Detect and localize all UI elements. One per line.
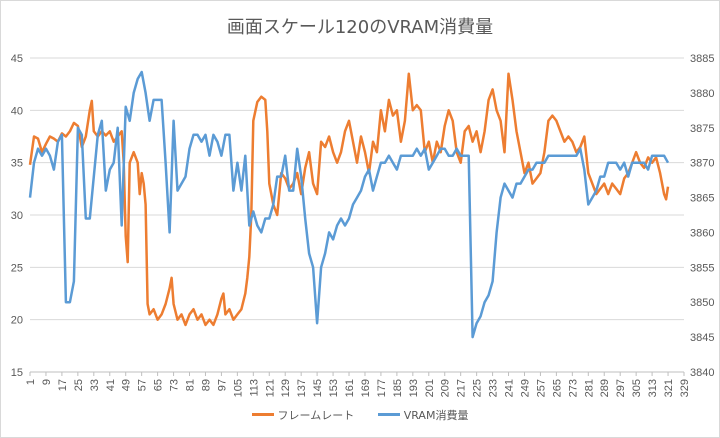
x-tick-label: 233	[488, 379, 500, 397]
x-tick-label: 321	[663, 379, 675, 397]
y-left-tick-label: 15	[11, 367, 23, 379]
legend-label-vram: VRAM消費量	[403, 408, 469, 422]
x-tick-label: 25	[73, 379, 85, 391]
legend-label-frame-rate: フレームレート	[277, 408, 355, 422]
x-tick-label: 81	[185, 379, 197, 391]
x-tick-label: 241	[504, 379, 516, 397]
x-tick-label: 209	[440, 379, 452, 397]
x-tick-label: 113	[248, 379, 260, 397]
x-tick-label: 57	[137, 379, 149, 391]
x-tick-label: 105	[232, 379, 244, 397]
x-tick-label: 161	[344, 379, 356, 397]
x-tick-label: 65	[153, 379, 165, 391]
x-tick-label: 297	[615, 379, 627, 397]
x-tick-label: 185	[392, 379, 404, 397]
chart-title: 画面スケール120のVRAM消費量	[226, 17, 494, 38]
chart-legend: フレームレート VRAM消費量	[1, 406, 719, 423]
x-tick-label: 257	[535, 379, 547, 397]
x-tick-label: 273	[567, 379, 579, 397]
y-right-tick-label: 3880	[690, 88, 714, 100]
x-tick-label: 97	[216, 379, 228, 391]
x-tick-label: 49	[121, 379, 133, 391]
x-tick-label: 153	[328, 379, 340, 397]
legend-item-frame-rate: フレームレート	[251, 407, 355, 423]
y-left-tick-label: 20	[11, 315, 23, 327]
x-tick-label: 17	[57, 379, 69, 391]
y-right-tick-label: 3875	[690, 123, 714, 135]
x-tick-label: 73	[169, 379, 181, 391]
x-tick-label: 265	[551, 379, 563, 397]
legend-item-vram: VRAM消費量	[377, 407, 469, 423]
x-tick-label: 137	[296, 379, 308, 397]
x-tick-label: 193	[408, 379, 420, 397]
series-line-frame-rate	[28, 72, 670, 327]
y-right-tick-label: 3845	[690, 332, 714, 344]
x-tick-label: 145	[312, 379, 324, 397]
x-tick-label: 201	[424, 379, 436, 397]
x-tick-label: 121	[264, 379, 276, 397]
x-tick-label: 225	[472, 379, 484, 397]
y-left-tick-label: 30	[11, 210, 23, 222]
y-left-tick-label: 45	[11, 53, 23, 65]
x-tick-label: 217	[456, 379, 468, 397]
legend-swatch-vram	[377, 413, 400, 416]
x-tick-label: 313	[647, 379, 659, 397]
x-tick-label: 33	[89, 379, 101, 391]
y-right-tick-label: 3885	[690, 53, 714, 65]
x-tick-label: 169	[360, 379, 372, 397]
x-tick-label: 129	[280, 379, 292, 397]
y-right-tick-label: 3855	[690, 262, 714, 274]
series-line-vram	[28, 70, 670, 339]
x-tick-label: 1	[25, 379, 37, 385]
legend-swatch-frame-rate	[251, 413, 274, 416]
x-tick-label: 9	[41, 379, 53, 385]
y-right-tick-label: 3850	[690, 297, 714, 309]
x-tick-label: 177	[376, 379, 388, 397]
x-tick-label: 329	[679, 379, 691, 397]
x-tick-label: 281	[583, 379, 595, 397]
y-left-tick-label: 40	[11, 105, 23, 117]
y-right-tick-label: 3840	[690, 367, 714, 379]
y-right-tick-label: 3870	[690, 158, 714, 170]
y-right-tick-label: 3860	[690, 227, 714, 239]
x-tick-label: 89	[200, 379, 212, 391]
x-tick-label: 305	[631, 379, 643, 397]
y-left-tick-label: 35	[11, 158, 23, 170]
x-tick-label: 249	[519, 379, 531, 397]
y-right-tick-label: 3865	[690, 193, 714, 205]
x-tick-label: 289	[599, 379, 611, 397]
y-left-tick-label: 25	[11, 262, 23, 274]
x-tick-label: 41	[105, 379, 117, 391]
